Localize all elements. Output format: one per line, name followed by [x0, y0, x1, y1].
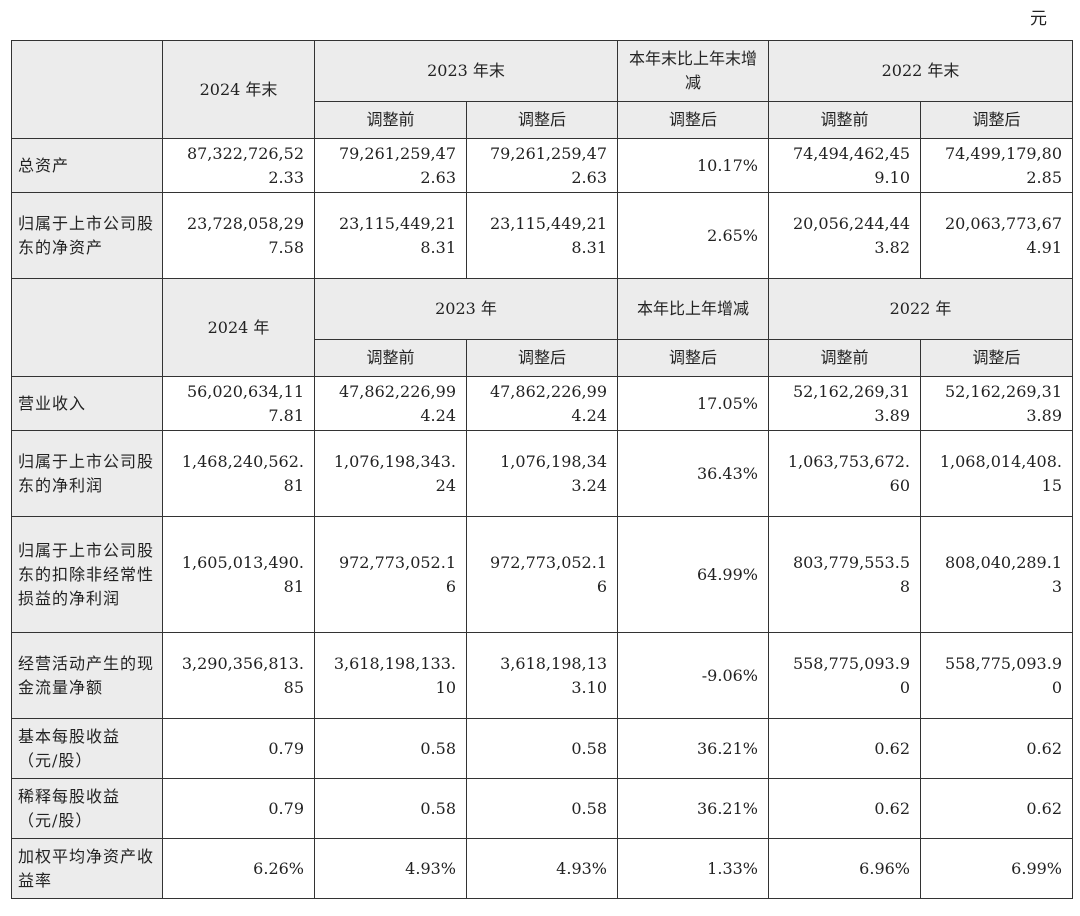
subheader-after: 调整后	[617, 101, 769, 139]
row-label: 基本每股收益（元/股）	[11, 718, 163, 779]
header-change: 本年末比上年末增减	[617, 40, 769, 102]
change-cell: 2.65%	[617, 192, 769, 279]
value-cell: 808,040,289.13	[920, 516, 1073, 633]
row-label: 稀释每股收益（元/股）	[11, 778, 163, 839]
value-cell: 23,115,449,218.31	[314, 192, 467, 279]
change-cell: 36.21%	[617, 718, 769, 779]
value-cell: 0.62	[920, 718, 1073, 779]
change-cell: 36.43%	[617, 430, 769, 517]
table-row: 基本每股收益（元/股） 0.79 0.58 0.58 36.21% 0.62 0…	[11, 718, 1073, 779]
header-current-period: 2024 年末	[162, 40, 315, 139]
value-cell: 74,494,462,459.10	[768, 138, 921, 193]
table-row: 加权平均净资产收益率 6.26% 4.93% 4.93% 1.33% 6.96%…	[11, 838, 1073, 899]
change-cell: 64.99%	[617, 516, 769, 633]
value-cell: 3,618,198,133.10	[314, 632, 467, 719]
value-cell: 52,162,269,313.89	[920, 376, 1073, 431]
change-cell: 1.33%	[617, 838, 769, 899]
value-cell: 20,063,773,674.91	[920, 192, 1073, 279]
table-row: 经营活动产生的现金流量净额 3,290,356,813.85 3,618,198…	[11, 632, 1073, 719]
header-prior2-period: 2022 年	[768, 278, 1073, 340]
subheader-before: 调整前	[768, 101, 921, 139]
header-current-period: 2024 年	[162, 278, 315, 377]
row-label: 加权平均净资产收益率	[11, 838, 163, 899]
value-cell: 1,468,240,562.81	[162, 430, 315, 517]
unit-label: 元	[1030, 9, 1047, 29]
header-blank-cell	[11, 278, 163, 377]
value-cell: 558,775,093.90	[920, 632, 1073, 719]
value-cell: 6.96%	[768, 838, 921, 899]
value-cell: 0.79	[162, 718, 315, 779]
subheader-before: 调整前	[314, 339, 467, 377]
value-cell: 0.58	[314, 778, 467, 839]
value-cell: 1,605,013,490.81	[162, 516, 315, 633]
value-cell: 0.62	[920, 778, 1073, 839]
table-row: 营业收入 56,020,634,117.81 47,862,226,994.24…	[11, 376, 1073, 431]
row-label: 归属于上市公司股东的净利润	[11, 430, 163, 517]
change-cell: 36.21%	[617, 778, 769, 839]
row-label: 归属于上市公司股东的扣除非经常性损益的净利润	[11, 516, 163, 633]
value-cell: 79,261,259,472.63	[466, 138, 618, 193]
value-cell: 0.58	[314, 718, 467, 779]
value-cell: 23,115,449,218.31	[466, 192, 618, 279]
row-label: 归属于上市公司股东的净资产	[11, 192, 163, 279]
value-cell: 4.93%	[466, 838, 618, 899]
financial-data-table: 2024 年末 2023 年末 本年末比上年末增减 2022 年末 调整前 调整…	[11, 40, 1073, 899]
table-row: 归属于上市公司股东的扣除非经常性损益的净利润 1,605,013,490.81 …	[11, 516, 1073, 633]
subheader-before: 调整前	[314, 101, 467, 139]
header-prior-period: 2023 年	[314, 278, 618, 340]
change-cell: 17.05%	[617, 376, 769, 431]
change-cell: -9.06%	[617, 632, 769, 719]
value-cell: 1,076,198,343.24	[466, 430, 618, 517]
row-label: 总资产	[11, 138, 163, 193]
value-cell: 20,056,244,443.82	[768, 192, 921, 279]
row-label: 营业收入	[11, 376, 163, 431]
value-cell: 6.26%	[162, 838, 315, 899]
value-cell: 87,322,726,522.33	[162, 138, 315, 193]
subheader-after: 调整后	[920, 339, 1073, 377]
value-cell: 23,728,058,297.58	[162, 192, 315, 279]
row-label: 经营活动产生的现金流量净额	[11, 632, 163, 719]
value-cell: 56,020,634,117.81	[162, 376, 315, 431]
value-cell: 0.58	[466, 718, 618, 779]
section2-subheader-row: 调整前 调整后 调整后 调整前 调整后	[12, 339, 1073, 377]
value-cell: 803,779,553.58	[768, 516, 921, 633]
value-cell: 4.93%	[314, 838, 467, 899]
value-cell: 52,162,269,313.89	[768, 376, 921, 431]
change-cell: 10.17%	[617, 138, 769, 193]
value-cell: 0.58	[466, 778, 618, 839]
header-blank-cell	[11, 40, 163, 139]
subheader-after: 调整后	[466, 339, 618, 377]
header-change: 本年比上年增减	[617, 278, 769, 340]
header-prior-period: 2023 年末	[314, 40, 618, 102]
value-cell: 47,862,226,994.24	[314, 376, 467, 431]
header-prior2-period: 2022 年末	[768, 40, 1073, 102]
value-cell: 79,261,259,472.63	[314, 138, 467, 193]
subheader-after: 调整后	[466, 101, 618, 139]
value-cell: 3,290,356,813.85	[162, 632, 315, 719]
value-cell: 1,063,753,672.60	[768, 430, 921, 517]
value-cell: 47,862,226,994.24	[466, 376, 618, 431]
subheader-before: 调整前	[768, 339, 921, 377]
table-row: 归属于上市公司股东的净利润 1,468,240,562.81 1,076,198…	[11, 430, 1073, 517]
value-cell: 0.79	[162, 778, 315, 839]
value-cell: 1,068,014,408.15	[920, 430, 1073, 517]
value-cell: 0.62	[768, 778, 921, 839]
section2-header-row: 2024 年 2023 年 本年比上年增减 2022 年	[11, 278, 1073, 377]
value-cell: 74,499,179,802.85	[920, 138, 1073, 193]
table-row: 总资产 87,322,726,522.33 79,261,259,472.63 …	[11, 138, 1073, 193]
value-cell: 0.62	[768, 718, 921, 779]
value-cell: 6.99%	[920, 838, 1073, 899]
value-cell: 972,773,052.16	[466, 516, 618, 633]
subheader-after: 调整后	[920, 101, 1073, 139]
table-row: 归属于上市公司股东的净资产 23,728,058,297.58 23,115,4…	[11, 192, 1073, 279]
subheader-after: 调整后	[617, 339, 769, 377]
value-cell: 1,076,198,343.24	[314, 430, 467, 517]
value-cell: 3,618,198,133.10	[466, 632, 618, 719]
section1-header-row: 2024 年末 2023 年末 本年末比上年末增减 2022 年末	[11, 40, 1073, 139]
table-row: 稀释每股收益（元/股） 0.79 0.58 0.58 36.21% 0.62 0…	[11, 778, 1073, 839]
section1-subheader-row: 调整前 调整后 调整后 调整前 调整后	[12, 101, 1073, 139]
value-cell: 972,773,052.16	[314, 516, 467, 633]
value-cell: 558,775,093.90	[768, 632, 921, 719]
